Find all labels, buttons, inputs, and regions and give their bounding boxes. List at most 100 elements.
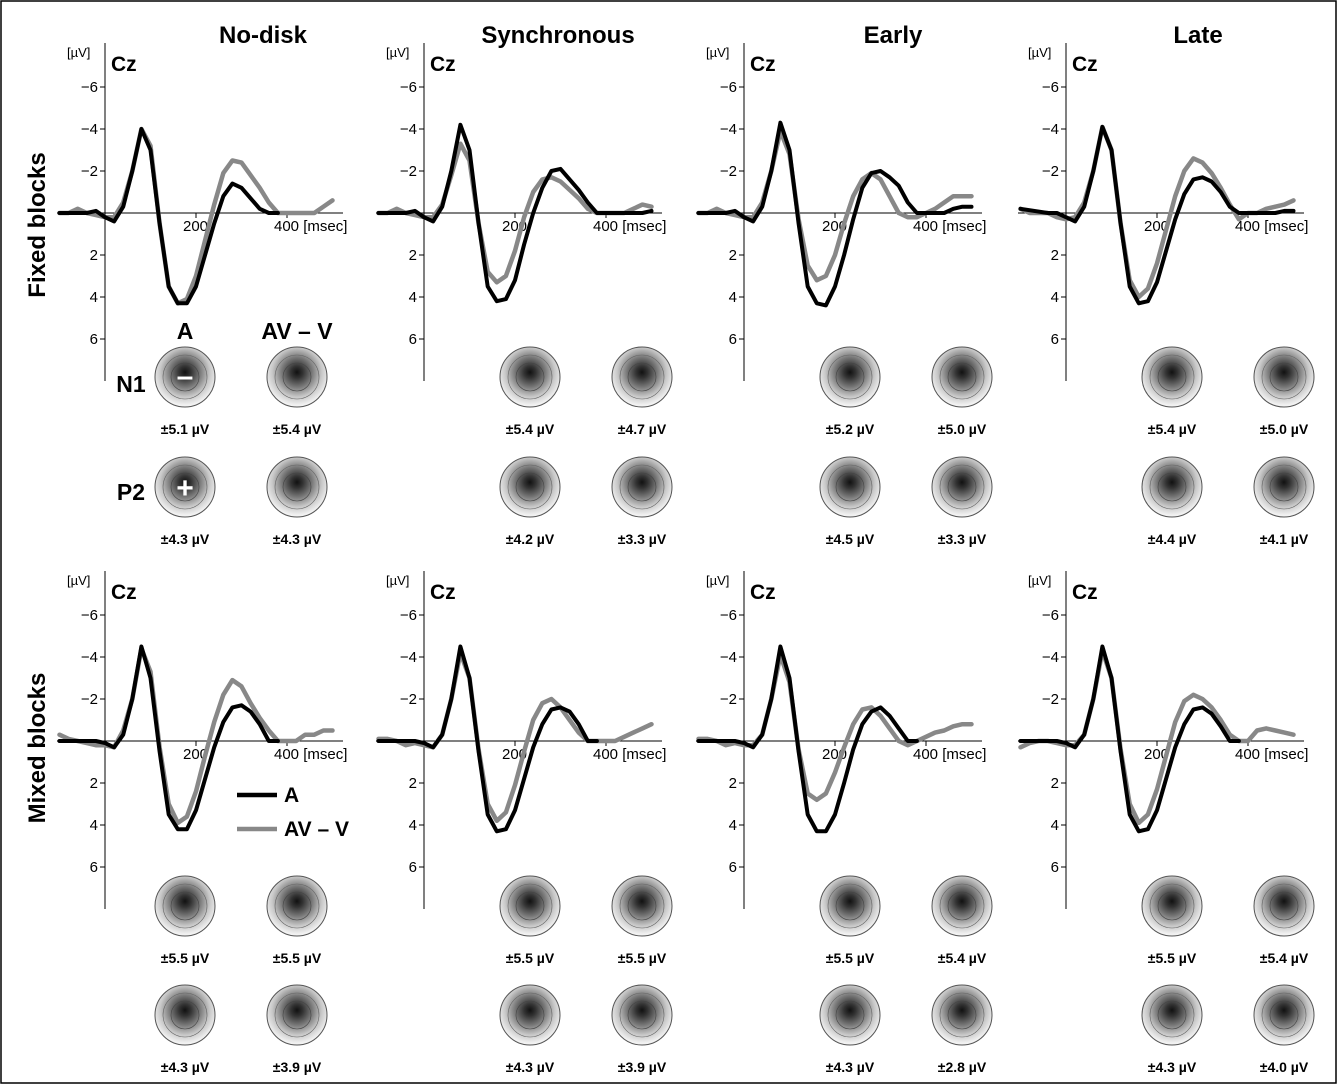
y-unit-label: [µV] [67, 45, 90, 60]
topo-map [500, 347, 560, 407]
x-tick-label: 400 [msec] [274, 218, 347, 235]
y-tick-label: −4 [1042, 121, 1059, 138]
topo-value-label: ±4.3 µV [506, 1059, 555, 1075]
x-tick-label: 400 [msec] [593, 218, 666, 235]
topo-map [1254, 347, 1314, 407]
topo-value-label: ±5.4 µV [506, 421, 555, 437]
y-tick-label: 2 [409, 247, 417, 264]
y-tick-label: 6 [729, 331, 737, 348]
topo-value-label: ±5.4 µV [938, 950, 987, 966]
topo-value-label: ±5.5 µV [161, 950, 210, 966]
topo-map [1142, 457, 1202, 517]
negative-mark: – [177, 360, 194, 393]
y-tick-label: −4 [400, 649, 417, 666]
x-tick-label: 400 [msec] [593, 746, 666, 763]
topo-value-label: ±3.3 µV [938, 531, 987, 547]
topo-map [1254, 457, 1314, 517]
topo-header-a: A [177, 318, 194, 344]
topo-value-label: ±4.0 µV [1260, 1059, 1309, 1075]
topo-value-label: ±5.4 µV [1260, 950, 1309, 966]
x-tick-label: 200 [183, 218, 208, 235]
topo-map [1254, 876, 1314, 936]
topo-map [612, 876, 672, 936]
y-tick-label: 2 [1051, 247, 1059, 264]
topo-value-label: ±4.3 µV [161, 531, 210, 547]
y-tick-label: −6 [400, 607, 417, 624]
topo-map [612, 347, 672, 407]
topo-value-label: ±4.3 µV [273, 531, 322, 547]
topo-map [155, 876, 215, 936]
topo-value-label: ±5.0 µV [938, 421, 987, 437]
y-tick-label: 2 [729, 775, 737, 792]
x-tick-label: 400 [msec] [1235, 218, 1308, 235]
topo-value-label: ±4.3 µV [826, 1059, 875, 1075]
y-tick-label: −6 [720, 607, 737, 624]
y-unit-label: [µV] [386, 573, 409, 588]
topo-map [500, 876, 560, 936]
y-tick-label: 4 [409, 289, 417, 306]
topo-map [932, 985, 992, 1045]
topo-map [932, 457, 992, 517]
y-tick-label: −2 [81, 691, 98, 708]
topo-value-label: ±2.8 µV [938, 1059, 987, 1075]
electrode-label: Cz [1072, 53, 1098, 76]
y-tick-label: 4 [729, 289, 737, 306]
y-tick-label: 4 [1051, 817, 1059, 834]
n1-label: N1 [116, 371, 146, 397]
electrode-label: Cz [111, 53, 137, 76]
y-tick-label: −4 [720, 649, 737, 666]
topo-map [267, 876, 327, 936]
legend-label-a: A [284, 784, 299, 807]
column-title: Early [864, 22, 923, 49]
y-tick-label: 4 [90, 817, 98, 834]
y-tick-label: −2 [400, 163, 417, 180]
positive-mark: + [176, 472, 194, 505]
y-tick-label: −6 [400, 79, 417, 96]
y-tick-label: 2 [409, 775, 417, 792]
topo-value-label: ±5.5 µV [826, 950, 875, 966]
y-unit-label: [µV] [706, 45, 729, 60]
y-tick-label: 6 [1051, 859, 1059, 876]
y-tick-label: 6 [729, 859, 737, 876]
y-tick-label: −4 [400, 121, 417, 138]
topo-map [267, 347, 327, 407]
y-tick-label: −2 [1042, 691, 1059, 708]
topo-map [820, 457, 880, 517]
topo-map [820, 347, 880, 407]
topo-map [500, 457, 560, 517]
y-tick-label: 2 [1051, 775, 1059, 792]
topo-value-label: ±4.7 µV [618, 421, 667, 437]
topo-map [1142, 985, 1202, 1045]
electrode-label: Cz [750, 581, 776, 604]
column-title: Late [1173, 22, 1222, 49]
y-tick-label: −2 [720, 691, 737, 708]
y-tick-label: 2 [90, 247, 98, 264]
p2-label: P2 [117, 479, 145, 505]
y-unit-label: [µV] [706, 573, 729, 588]
topo-map [155, 985, 215, 1045]
topo-map [612, 985, 672, 1045]
topo-value-label: ±5.1 µV [161, 421, 210, 437]
y-unit-label: [µV] [67, 573, 90, 588]
y-tick-label: −4 [720, 121, 737, 138]
topo-map [1254, 985, 1314, 1045]
topo-header-av-v: AV – V [261, 318, 333, 344]
topo-map [932, 347, 992, 407]
y-tick-label: −2 [720, 163, 737, 180]
topo-value-label: ±5.5 µV [506, 950, 555, 966]
column-title: No-disk [219, 22, 308, 49]
electrode-label: Cz [111, 581, 137, 604]
topo-value-label: ±5.4 µV [1148, 421, 1197, 437]
y-tick-label: −6 [1042, 607, 1059, 624]
y-tick-label: −6 [720, 79, 737, 96]
topo-value-label: ±4.2 µV [506, 531, 555, 547]
topo-value-label: ±4.3 µV [1148, 1059, 1197, 1075]
topo-map [1142, 347, 1202, 407]
topo-map [820, 985, 880, 1045]
y-tick-label: −4 [81, 121, 98, 138]
y-tick-label: −4 [81, 649, 98, 666]
y-tick-label: 4 [1051, 289, 1059, 306]
y-tick-label: 4 [409, 817, 417, 834]
y-tick-label: −2 [1042, 163, 1059, 180]
